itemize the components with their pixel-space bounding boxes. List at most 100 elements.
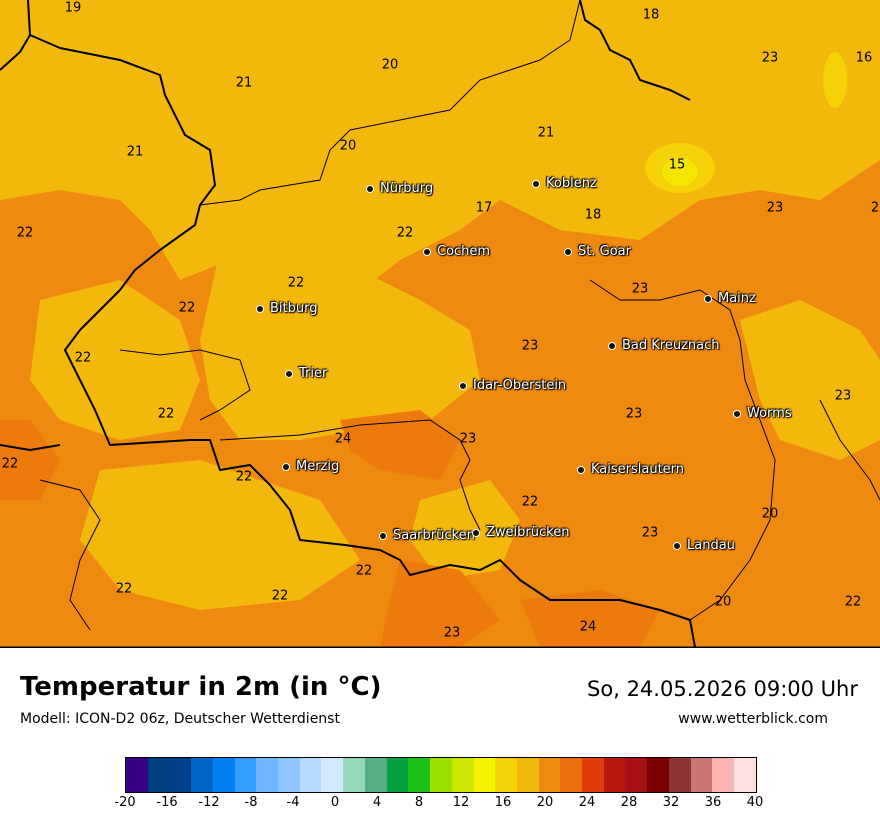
city-name: Bitburg [270, 301, 318, 316]
city-label: Cochem [423, 244, 490, 259]
legend-swatch [408, 758, 431, 792]
legend-swatch [169, 758, 192, 792]
city-name: Worms [747, 406, 792, 421]
temperature-value: 18 [642, 7, 660, 23]
temperature-value: 22 [178, 300, 196, 316]
legend-tick-label: 28 [620, 795, 638, 810]
legend-swatch [647, 758, 669, 792]
temperature-value: 18 [584, 207, 602, 223]
city-name: Kaiserslautern [591, 462, 685, 477]
legend-tick-label: 12 [452, 795, 470, 810]
legend-swatch [451, 758, 474, 792]
city-dot-icon [704, 294, 712, 303]
temperature-value: 22 [396, 225, 414, 241]
temperature-value: 23 [761, 50, 779, 66]
city-label: St. Goar [564, 244, 631, 259]
legend-swatch [364, 758, 387, 792]
city-name: Mainz [718, 291, 756, 306]
city-label: Trier [285, 366, 327, 381]
city-name: Bad Kreuznach [622, 338, 720, 353]
legend-swatch [278, 758, 300, 792]
city-dot-icon [423, 247, 431, 256]
temperature-value: 22 [271, 588, 289, 604]
city-name: Trier [299, 366, 328, 381]
city-dot-icon [733, 409, 741, 418]
legend-swatch [603, 758, 626, 792]
city-label: Worms [733, 406, 792, 421]
legend-swatch [668, 758, 691, 792]
footer-panel [0, 647, 880, 831]
city-dot-icon [366, 184, 374, 193]
hot-patch-4 [0, 420, 60, 500]
legend-swatch [386, 758, 409, 792]
temperature-value: 22 [74, 350, 92, 366]
hot-patch-2 [520, 590, 660, 647]
temperature-value: 24 [334, 431, 352, 447]
warm-region-south2 [410, 480, 520, 580]
temperature-value: 2 [870, 200, 880, 216]
temperature-value: 23 [625, 406, 643, 422]
temperature-value: 20 [761, 506, 779, 522]
city-label: Merzig [282, 459, 339, 474]
legend-tick-label: 0 [330, 795, 340, 810]
model-subtitle: Modell: ICON-D2 06z, Deutscher Wetterdie… [20, 711, 340, 727]
legend-tick-label: -16 [156, 795, 178, 810]
legend-swatch [343, 758, 365, 792]
legend-swatch [430, 758, 452, 792]
legend-swatch [690, 758, 713, 792]
city-name: Idar-Oberstein [473, 378, 567, 393]
city-name: Saarbrücken [393, 528, 475, 543]
temperature-value: 21 [537, 125, 555, 141]
website-link[interactable]: www.wetterblick.com [678, 711, 828, 727]
city-name: Zweibrücken [486, 525, 570, 540]
temperature-value: 22 [157, 406, 175, 422]
temperature-value: 22 [1, 456, 19, 472]
city-label: Koblenz [532, 176, 597, 191]
city-dot-icon [472, 528, 480, 537]
legend-swatch [191, 758, 213, 792]
border-lines [0, 0, 696, 647]
temperature-value: 23 [631, 281, 649, 297]
legend-swatch [625, 758, 648, 792]
legend-swatch [538, 758, 561, 792]
temperature-value: 21 [235, 75, 253, 91]
city-label: Idar-Oberstein [459, 378, 566, 393]
temperature-value: 23 [834, 388, 852, 404]
temperature-value: 21 [126, 144, 144, 160]
state-lines [39, 0, 880, 631]
legend-tick-label: -20 [114, 795, 136, 810]
legend-tick-label: 8 [414, 795, 424, 810]
temperature-value: 23 [459, 431, 477, 447]
temperature-value: 20 [714, 594, 732, 610]
warm-region-west [30, 280, 200, 440]
city-dot-icon [285, 369, 293, 378]
temperature-value: 22 [235, 469, 253, 485]
hot-patch-3 [380, 560, 500, 647]
legend-tick-label: 20 [536, 795, 554, 810]
city-name: Cochem [437, 244, 491, 259]
legend-swatch [147, 758, 170, 792]
warm-region-east [740, 300, 880, 460]
city-name: Merzig [296, 459, 340, 474]
map-canvas [0, 0, 880, 647]
legend-swatch [495, 758, 517, 792]
city-label: Bitburg [256, 301, 318, 316]
warm-region-north2 [580, 40, 880, 140]
legend-swatch [256, 758, 279, 792]
hot-patch-1 [340, 410, 460, 480]
temperature-value: 23 [521, 338, 539, 354]
legend-tick-label: 24 [578, 795, 596, 810]
temperature-value: 17 [475, 200, 493, 216]
city-label: Kaiserslautern [577, 462, 684, 477]
legend-tick-label: -4 [286, 795, 300, 810]
city-name: St. Goar [578, 244, 631, 259]
legend-tick-label: 32 [662, 795, 680, 810]
legend-labels: -20 -16 -12 -8 -4 0 4 8 12 16 20 24 28 32 36 40 [114, 795, 763, 813]
legend-swatch [234, 758, 257, 792]
temperature-value: 22 [521, 494, 539, 510]
city-label: Saarbrücken [379, 528, 475, 543]
city-name: Landau [687, 538, 735, 553]
city-dot-icon [608, 341, 616, 350]
legend-swatch [126, 758, 148, 792]
legend-tick-label: 40 [746, 795, 764, 810]
